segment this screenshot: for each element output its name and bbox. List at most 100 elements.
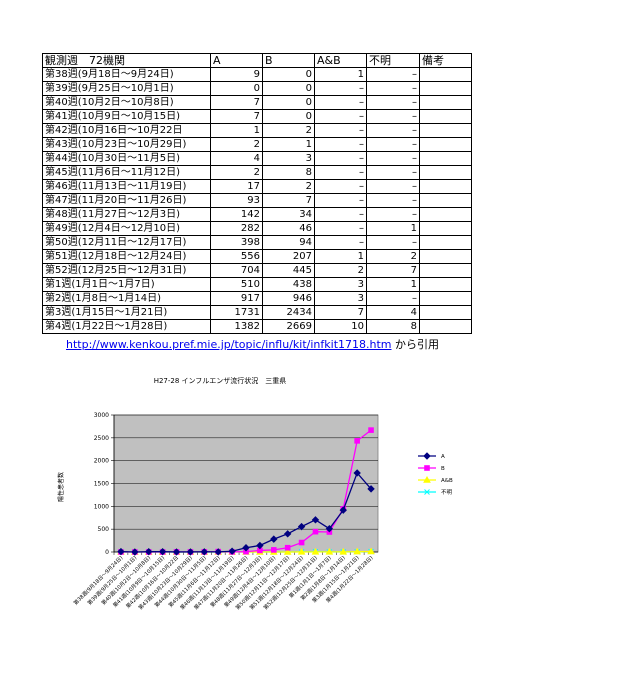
cell-week: 第3週(1月15日～1月21日) <box>42 305 211 320</box>
data-table: 観測週 72機関 A B A&B 不明 備考 第38週(9月18日～9月24日)… <box>42 53 472 334</box>
data-point <box>242 544 250 552</box>
cell-b: 445 <box>262 263 315 278</box>
cell-remarks <box>419 165 472 180</box>
legend-marker <box>424 489 430 495</box>
cell-remarks <box>419 235 472 250</box>
cell-unknown: – <box>366 109 420 124</box>
cell-remarks <box>419 277 472 292</box>
y-tick-label: 1000 <box>94 503 109 510</box>
source-suffix: から引用 <box>395 338 439 351</box>
cell-ab: – <box>314 123 367 138</box>
data-point <box>283 547 292 555</box>
cell-unknown: – <box>366 151 420 166</box>
table-row: 第50週(12月11日～12月17日) 398 94– – <box>42 235 472 250</box>
data-point <box>353 469 361 477</box>
legend-marker <box>423 475 431 483</box>
line-chart: H27-28 インフルエンザ流行状況 三重県 陽性患者数 0 500 1000 150… <box>57 376 463 611</box>
cell-week: 第4週(1月22日～1月28日) <box>42 319 211 334</box>
cell-unknown: – <box>366 193 420 208</box>
data-point <box>311 547 320 555</box>
cell-week: 第46週(11月13日～11月19日) <box>42 179 211 194</box>
cell-b: 1 <box>262 137 315 152</box>
cell-week: 第38週(9月18日～9月24日) <box>42 67 211 82</box>
cell-b: 946 <box>262 291 315 306</box>
cell-b: 2 <box>262 179 315 194</box>
cell-a: 9 <box>210 67 263 82</box>
header-unknown: 不明 <box>366 53 420 68</box>
y-axis-label: 陽性患者数 <box>57 472 65 502</box>
data-point <box>311 516 320 524</box>
table-row: 第40週(10月2日～10月8日) 7 0– – <box>42 95 472 110</box>
cell-remarks <box>419 123 472 138</box>
data-point <box>228 547 236 555</box>
data-point <box>270 535 278 543</box>
table-row: 第4週(1月22日～1月28日) 1382 2669 10 8 <box>42 319 472 334</box>
cell-a: 1731 <box>210 305 263 320</box>
cell-b: 0 <box>262 109 315 124</box>
cell-remarks <box>419 81 472 96</box>
cell-a: 917 <box>210 291 263 306</box>
cell-b: 34 <box>262 207 315 222</box>
cell-b: 0 <box>262 95 315 110</box>
table-row: 第44週(10月30日～11月5日) 4 3– – <box>42 151 472 166</box>
data-point <box>172 548 181 556</box>
header-week: 観測週 72機関 <box>42 53 211 68</box>
legend-label: B <box>441 466 445 472</box>
cell-unknown: 8 <box>366 319 420 334</box>
cell-ab: – <box>314 109 367 124</box>
table-header-row: 観測週 72機関 A B A&B 不明 備考 <box>42 53 472 68</box>
cell-b: 0 <box>262 81 315 96</box>
data-point <box>131 548 139 556</box>
cell-b: 3 <box>262 151 315 166</box>
cell-ab: 10 <box>314 319 367 334</box>
cell-ab: 3 <box>314 277 367 292</box>
data-point <box>200 548 209 556</box>
table-row: 第42週(10月16日～10月22日 1 2– – <box>42 123 472 138</box>
data-point <box>312 528 319 535</box>
cell-unknown: – <box>366 291 420 306</box>
cell-week: 第2週(1月8日～1月14日) <box>42 291 211 306</box>
cell-remarks <box>419 151 472 166</box>
legend-marker <box>424 465 430 471</box>
table-row: 第52週(12月25日～12月31日) 704 445 2 7 <box>42 263 472 278</box>
cell-ab: – <box>314 165 367 180</box>
data-point <box>339 547 348 555</box>
cell-remarks <box>419 179 472 194</box>
cell-unknown: 7 <box>366 263 420 278</box>
data-point <box>298 539 305 546</box>
cell-a: 2 <box>210 137 263 152</box>
cell-week: 第45週(11月6日～11月12日) <box>42 165 211 180</box>
cell-ab: 1 <box>314 67 367 82</box>
cell-a: 17 <box>210 179 263 194</box>
cell-a: 1382 <box>210 319 263 334</box>
cell-b: 8 <box>262 165 315 180</box>
cell-week: 第43週(10月23日～10月29日) <box>42 137 211 152</box>
cell-week: 第49週(12月4日～12月10日) <box>42 221 211 236</box>
cell-remarks <box>419 193 472 208</box>
cell-ab: 3 <box>314 291 367 306</box>
table-row: 第41週(10月9日～10月15日) 7 0– – <box>42 109 472 124</box>
header-a: A <box>210 53 263 68</box>
data-point <box>354 438 360 444</box>
table-row: 第47週(11月20日～11月26日) 93 7– – <box>42 193 472 208</box>
y-tick-label: 1500 <box>94 481 109 488</box>
cell-week: 第39週(9月25日～10月1日) <box>42 81 211 96</box>
cell-week: 第51週(12月18日～12月24日) <box>42 249 211 264</box>
data-point <box>367 547 375 555</box>
header-b: B <box>262 53 315 68</box>
cell-a: 704 <box>210 263 263 278</box>
cell-unknown: – <box>366 137 420 152</box>
data-point <box>325 547 334 555</box>
data-point <box>368 427 374 433</box>
cell-remarks <box>419 109 472 124</box>
table-row: 第46週(11月13日～11月19日) 17 2– – <box>42 179 472 194</box>
cell-week: 第47週(11月20日～11月26日) <box>42 193 211 208</box>
data-point <box>283 530 292 538</box>
source-link[interactable]: http://www.kenkou.pref.mie.jp/topic/infl… <box>66 338 392 351</box>
data-point <box>117 547 125 556</box>
data-point <box>145 547 153 556</box>
cell-ab: 1 <box>314 249 367 264</box>
legend-label: A <box>441 454 445 460</box>
source-citation: http://www.kenkou.pref.mie.jp/topic/infl… <box>66 336 439 352</box>
cell-week: 第1週(1月1日～1月7日) <box>42 277 211 292</box>
